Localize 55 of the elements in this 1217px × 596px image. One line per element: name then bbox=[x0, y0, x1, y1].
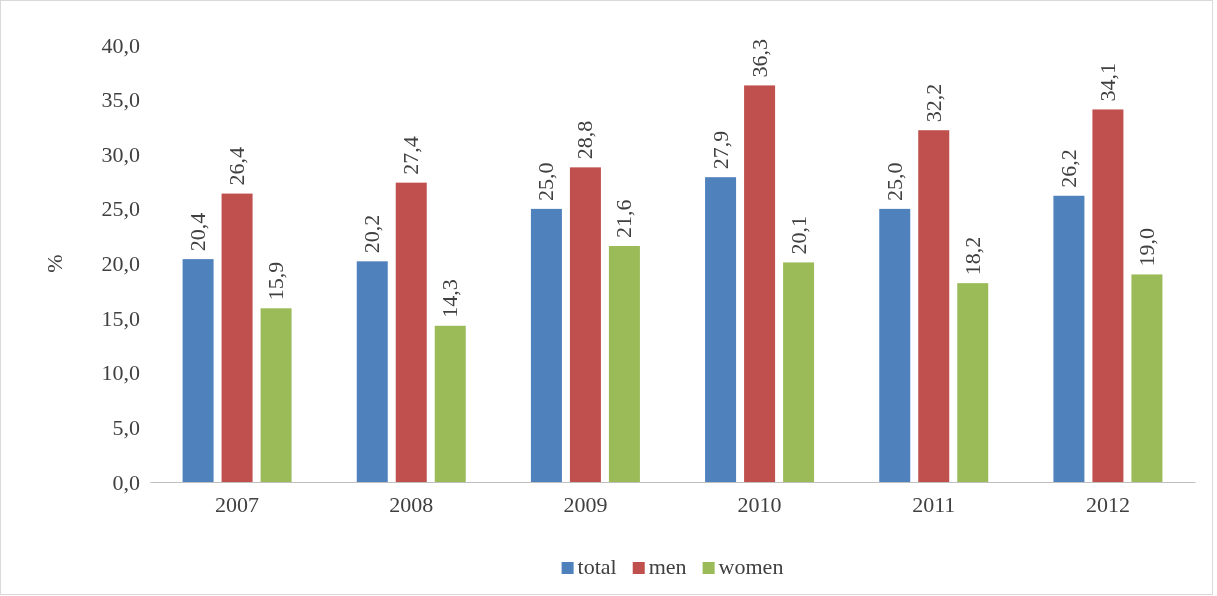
y-tick-label: 25,0 bbox=[101, 196, 140, 222]
y-tick-label: 15,0 bbox=[101, 305, 140, 331]
data-label: 27,4 bbox=[398, 136, 424, 175]
x-tick-label: 2007 bbox=[215, 491, 260, 517]
data-label: 20,1 bbox=[785, 215, 811, 255]
data-label: 14,3 bbox=[437, 279, 463, 318]
y-tick-label: 0,0 bbox=[112, 469, 140, 495]
data-label: 26,4 bbox=[224, 147, 250, 186]
bar bbox=[705, 177, 737, 482]
bar bbox=[1053, 195, 1085, 482]
data-label: 20,4 bbox=[185, 212, 211, 252]
data-label: 18,2 bbox=[959, 236, 985, 276]
bar bbox=[260, 308, 292, 482]
x-tick-label: 2010 bbox=[737, 491, 782, 517]
x-tick-label: 2009 bbox=[563, 491, 608, 517]
bar bbox=[608, 246, 640, 482]
y-tick-label: 35,0 bbox=[101, 87, 140, 113]
bar bbox=[918, 130, 950, 482]
bar bbox=[783, 262, 815, 482]
y-tick-label: 40,0 bbox=[101, 32, 140, 58]
data-label: 25,0 bbox=[533, 162, 559, 201]
bar bbox=[1131, 274, 1163, 482]
data-label: 25,0 bbox=[881, 162, 907, 201]
data-label: 34,1 bbox=[1094, 62, 1120, 102]
y-tick-label: 30,0 bbox=[101, 141, 140, 167]
bar bbox=[221, 193, 253, 482]
bar bbox=[530, 208, 562, 482]
bar bbox=[395, 182, 427, 482]
data-label: 28,8 bbox=[572, 120, 598, 160]
data-label: 20,2 bbox=[359, 214, 385, 254]
legend-label: men bbox=[648, 554, 687, 579]
data-label: 32,2 bbox=[920, 83, 946, 123]
x-tick-label: 2011 bbox=[912, 491, 956, 517]
data-label: 21,6 bbox=[611, 199, 637, 239]
bar bbox=[879, 208, 911, 482]
data-label: 27,9 bbox=[707, 130, 733, 170]
data-label: 36,3 bbox=[746, 38, 772, 78]
y-tick-label: 20,0 bbox=[101, 251, 140, 277]
y-tick-label: 10,0 bbox=[101, 360, 140, 386]
x-tick-label: 2012 bbox=[1085, 491, 1130, 517]
bar bbox=[434, 325, 466, 482]
data-label: 19,0 bbox=[1133, 227, 1159, 267]
bar bbox=[182, 259, 214, 482]
legend-label: women bbox=[718, 554, 784, 579]
data-label: 15,9 bbox=[263, 261, 289, 301]
bar bbox=[569, 167, 601, 482]
bar bbox=[744, 85, 776, 482]
y-tick-label: 5,0 bbox=[112, 414, 140, 440]
bar bbox=[356, 261, 388, 482]
bar bbox=[1092, 109, 1124, 482]
y-axis-title: % bbox=[42, 254, 67, 273]
bar bbox=[957, 283, 989, 482]
data-label: 26,2 bbox=[1055, 149, 1081, 188]
legend-label: total bbox=[577, 554, 617, 579]
x-tick-label: 2008 bbox=[389, 491, 434, 517]
